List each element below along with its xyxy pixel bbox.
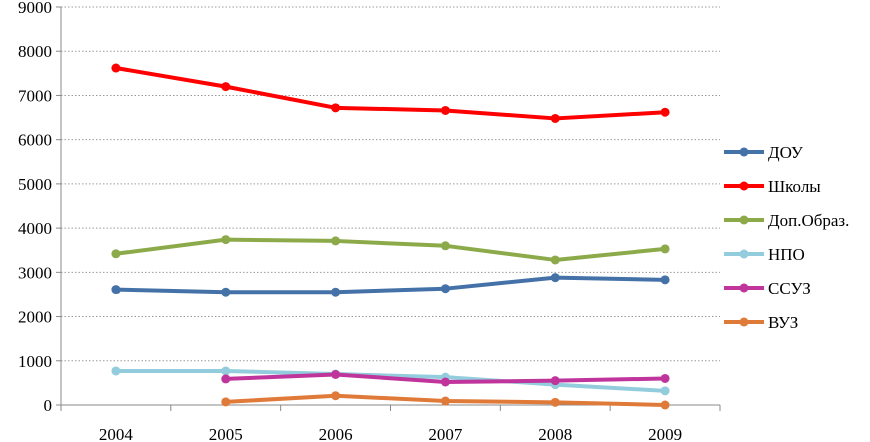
data-point — [440, 105, 450, 115]
legend-label: ССУЗ — [768, 279, 811, 298]
data-point — [331, 103, 341, 113]
series-line — [115, 275, 666, 295]
y-tick-label: 1000 — [18, 352, 52, 371]
legend-swatch-marker — [739, 317, 749, 327]
data-point — [440, 241, 450, 251]
legend-item-5: ССУЗ — [724, 279, 811, 298]
y-tick-label: 8000 — [18, 42, 52, 61]
series-line — [115, 237, 666, 262]
legend-label: ВУЗ — [768, 313, 798, 332]
legend-item-4: НПО — [724, 245, 805, 264]
legend-label: НПО — [768, 245, 805, 264]
legend-swatch-marker — [739, 147, 749, 157]
legend: ДОУ Школы Доп.Образ. НПО ССУЗ ВУЗ — [724, 143, 849, 332]
y-tick-label: 6000 — [18, 131, 52, 150]
y-tick-labels: 0 1000 2000 3000 4000 5000 6000 7000 8000 9000 — [18, 0, 61, 415]
legend-item-1: ДОУ — [724, 143, 804, 162]
y-tick-label: 0 — [44, 396, 53, 415]
legend-swatch-marker — [739, 249, 749, 259]
y-tick-label: 2000 — [18, 308, 52, 327]
data-point — [440, 377, 450, 387]
data-point — [221, 374, 231, 384]
y-tick-label: 3000 — [18, 263, 52, 282]
data-point — [221, 235, 231, 245]
axes — [60, 7, 720, 406]
data-point — [550, 113, 560, 123]
data-point — [550, 273, 560, 283]
data-point — [221, 287, 231, 297]
series-1 — [111, 273, 670, 297]
legend-label: ДОУ — [768, 143, 804, 162]
x-tick-label: 2007 — [428, 425, 463, 442]
series-line — [115, 368, 666, 393]
y-tick-label: 5000 — [18, 175, 52, 194]
data-point — [660, 275, 670, 285]
data-point — [660, 373, 670, 383]
data-point — [440, 396, 450, 406]
data-point — [660, 400, 670, 410]
legend-item-3: Доп.Образ. — [724, 211, 849, 230]
legend-swatch-marker — [739, 215, 749, 225]
x-tick-label: 2008 — [538, 425, 572, 442]
legend-label: Школы — [768, 177, 821, 196]
data-point — [660, 244, 670, 254]
data-point — [331, 236, 341, 246]
data-point — [111, 63, 121, 73]
data-point — [221, 82, 231, 92]
y-tick-label: 4000 — [18, 219, 52, 238]
data-point — [111, 249, 121, 259]
series-2 — [111, 63, 670, 123]
data-point — [550, 376, 560, 386]
x-tick-label: 2009 — [648, 425, 682, 442]
x-tick-label: 2005 — [209, 425, 243, 442]
y-tick-label: 7000 — [18, 86, 52, 105]
series-line — [115, 66, 666, 121]
data-point — [331, 287, 341, 297]
data-point — [221, 397, 231, 407]
data-point — [660, 107, 670, 117]
x-tick-labels: 2004 2005 2006 2007 2008 2009 — [60, 405, 721, 442]
series-5 — [221, 369, 670, 387]
gridlines — [61, 6, 720, 362]
data-point — [111, 285, 121, 295]
data-point — [550, 397, 560, 407]
data-point — [221, 366, 231, 376]
data-point — [331, 391, 341, 401]
legend-swatch-marker — [739, 181, 749, 191]
legend-item-2: Школы — [724, 177, 821, 196]
data-point — [331, 369, 341, 379]
legend-label: Доп.Образ. — [768, 211, 849, 230]
x-tick-label: 2006 — [319, 425, 353, 442]
series-lines — [111, 63, 670, 410]
data-point — [440, 284, 450, 294]
x-tick-label: 2004 — [99, 425, 134, 442]
legend-item-6: ВУЗ — [724, 313, 798, 332]
y-tick-label: 9000 — [18, 0, 52, 17]
series-3 — [111, 235, 670, 265]
legend-swatch-marker — [739, 283, 749, 293]
series-6 — [221, 391, 670, 410]
data-point — [660, 386, 670, 396]
data-point — [111, 366, 121, 376]
data-point — [550, 255, 560, 265]
